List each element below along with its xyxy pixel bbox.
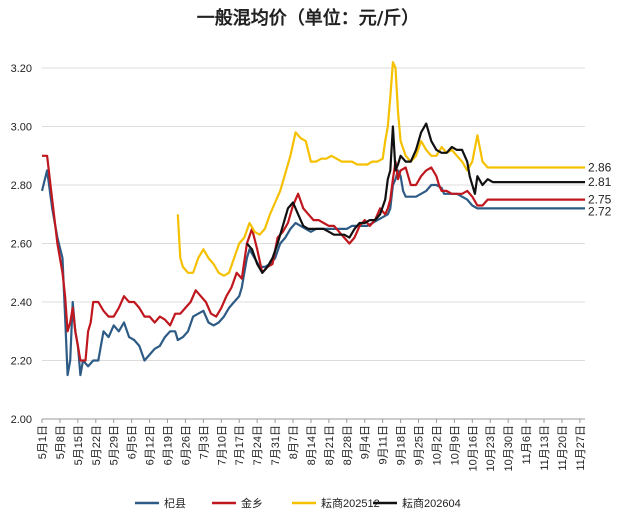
x-axis: 5月1日 5月8日 5月15日 5月22日 5月29日 6月5日 6月12日 6月19日 6月2… — [37, 419, 587, 471]
x-tick-label: 11月20日 — [557, 425, 569, 471]
x-tick-label: 9月4日 — [360, 425, 372, 459]
x-tick-label: 9月18日 — [396, 425, 408, 465]
x-tick-label: 5月15日 — [73, 425, 85, 465]
x-tick-label: 7月17日 — [234, 425, 246, 465]
x-tick-label: 7月24日 — [252, 425, 264, 465]
chart-title: 一般混均价（单位：元/斤） — [197, 7, 420, 29]
legend: 杞县 金乡 耘商202512 耘商202604 — [135, 496, 461, 510]
x-tick-label: 6月5日 — [127, 425, 139, 459]
series-line-3 — [246, 122, 585, 274]
y-tick-label: 2.00 — [11, 414, 32, 426]
series-line-2 — [176, 61, 585, 277]
y-tick-label: 2.80 — [11, 180, 32, 192]
y-tick-label: 3.20 — [11, 63, 32, 75]
x-tick-label: 10月9日 — [449, 425, 461, 465]
x-tick-label: 5月1日 — [37, 425, 49, 459]
x-tick-label: 6月12日 — [145, 425, 157, 465]
x-tick-label: 5月8日 — [55, 425, 67, 459]
y-axis: 2.00 2.20 2.40 2.60 2.80 3.00 3.20 — [11, 63, 32, 426]
x-tick-label: 6月19日 — [163, 425, 175, 465]
x-tick-label: 8月28日 — [342, 425, 354, 465]
y-tick-label: 2.40 — [11, 297, 32, 309]
end-label: 2.81 — [588, 175, 612, 189]
end-label: 2.75 — [588, 193, 612, 207]
legend-label: 杞县 — [164, 496, 186, 510]
end-value-labels: 2.862.81 2.752.72 — [588, 160, 612, 218]
x-tick-label: 11月13日 — [539, 425, 551, 471]
x-tick-label: 10月2日 — [431, 425, 443, 465]
x-tick-label: 10月30日 — [503, 425, 515, 471]
y-tick-label: 2.60 — [11, 239, 32, 251]
series-line-1 — [42, 154, 585, 362]
x-tick-label: 7月31日 — [270, 425, 282, 465]
x-tick-label: 7月3日 — [198, 425, 210, 459]
series-lines — [40, 61, 585, 377]
x-tick-label: 9月25日 — [414, 425, 426, 465]
x-tick-label: 11月6日 — [521, 425, 533, 465]
y-tick-label: 3.00 — [11, 122, 32, 134]
x-tick-label: 9月11日 — [378, 425, 390, 465]
x-tick-label: 5月22日 — [91, 425, 103, 465]
legend-label: 耘商202604 — [402, 496, 461, 510]
series-line-0 — [40, 169, 585, 377]
x-tick-label: 8月14日 — [306, 425, 318, 465]
x-tick-label: 10月16日 — [467, 425, 479, 471]
x-tick-label: 10月23日 — [485, 425, 497, 471]
x-tick-label: 7月10日 — [216, 425, 228, 465]
x-tick-label: 11月27日 — [575, 425, 587, 471]
legend-label: 耘商202512 — [321, 496, 380, 510]
x-tick-label: 8月21日 — [324, 425, 336, 465]
x-tick-label: 8月7日 — [288, 425, 300, 459]
y-tick-label: 2.20 — [11, 356, 32, 368]
end-label: 2.72 — [588, 205, 612, 219]
end-label: 2.86 — [588, 160, 612, 174]
gridlines — [42, 67, 585, 420]
x-tick-label: 5月29日 — [109, 425, 121, 465]
legend-label: 金乡 — [241, 496, 263, 510]
x-tick-label: 6月26日 — [180, 425, 192, 465]
